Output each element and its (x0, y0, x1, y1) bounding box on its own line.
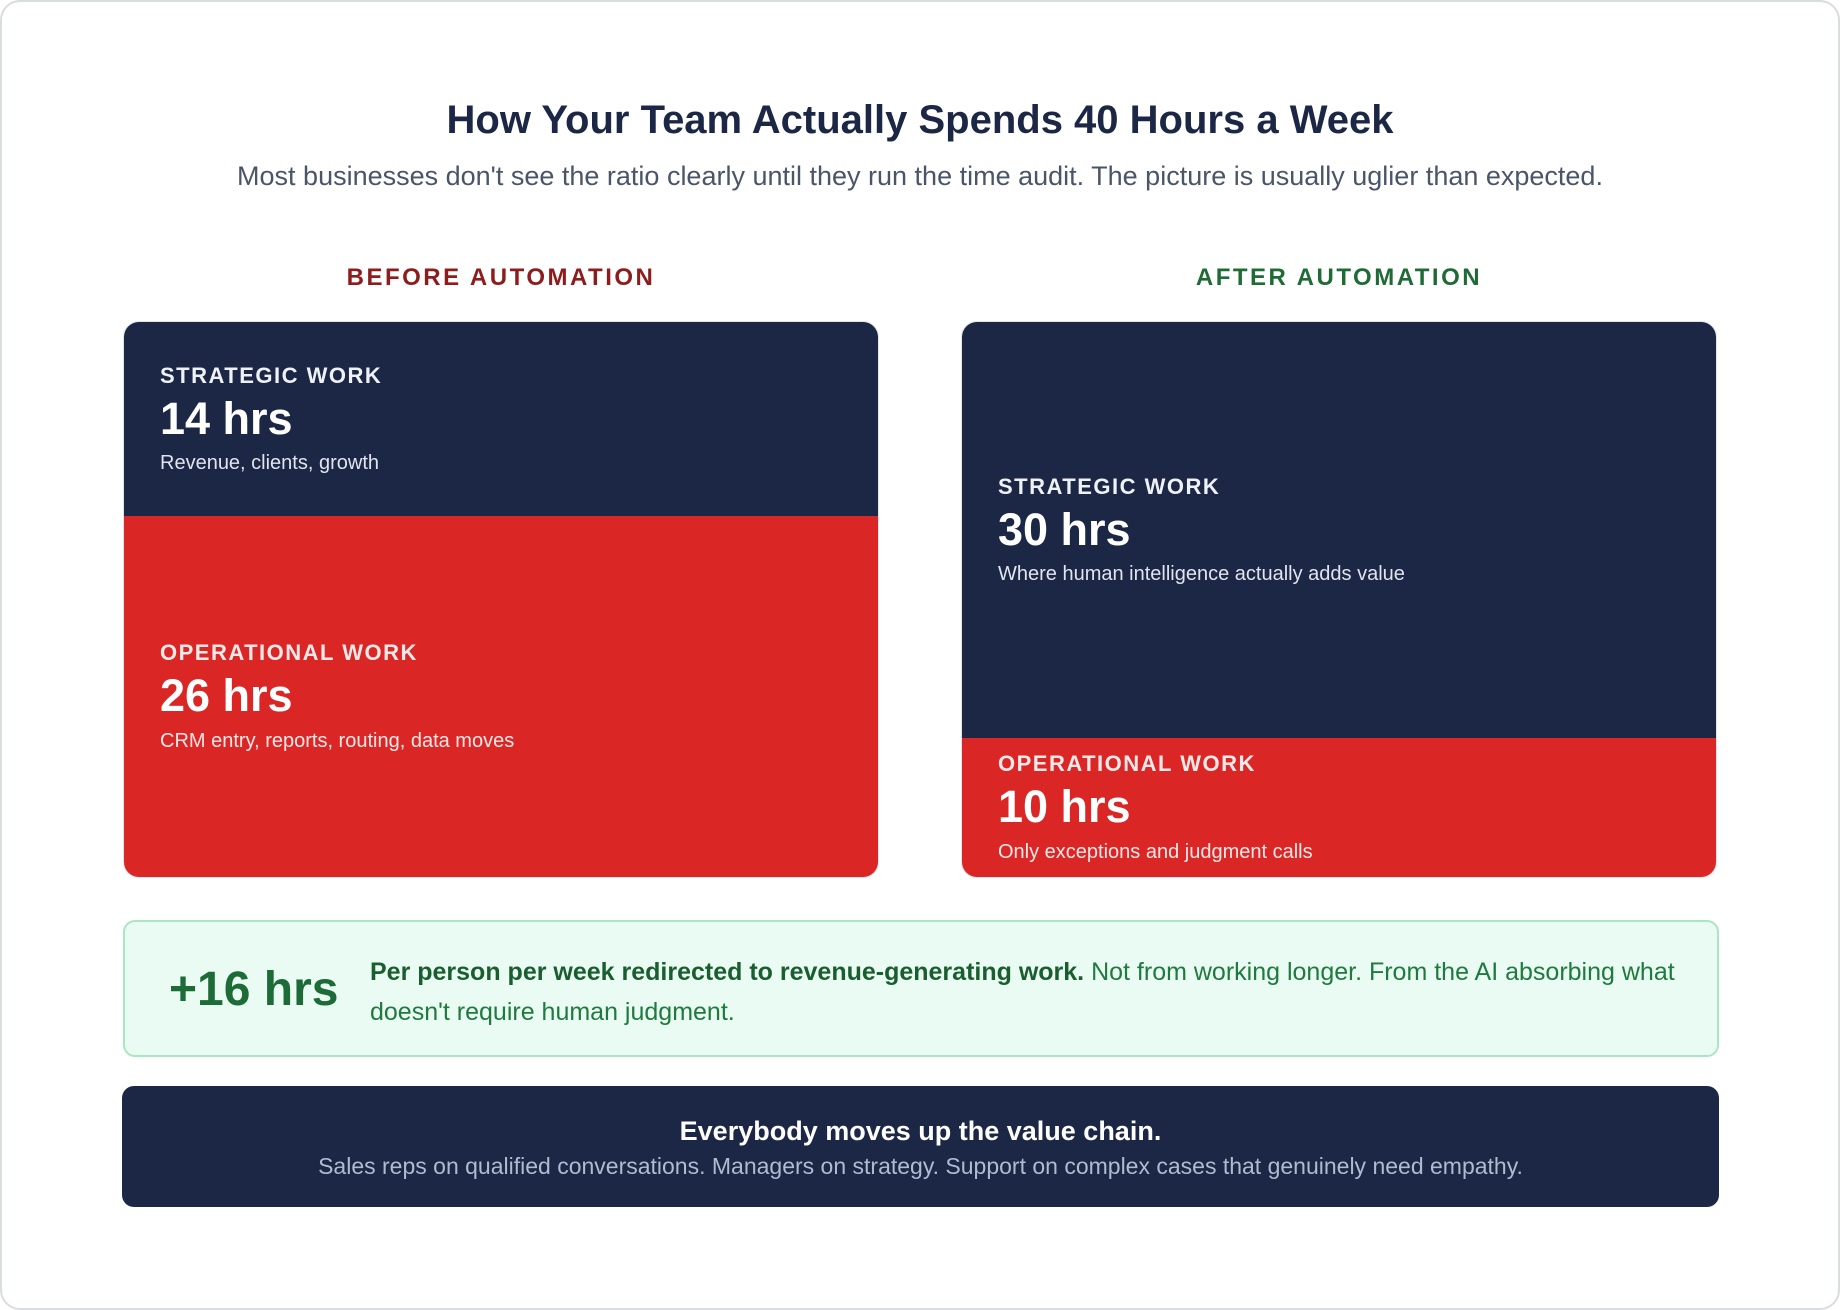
after-operational-description: Only exceptions and judgment calls (998, 840, 1313, 863)
chart-subtitle: Most businesses don't see the ratio clea… (237, 161, 1603, 191)
banner-subtitle: Sales reps on qualified conversations. M… (318, 1153, 1523, 1179)
after-strategic-label: STRATEGIC WORK (998, 473, 1221, 499)
before-automation-heading: BEFORE AUTOMATION (346, 264, 656, 291)
before-stacked-bar: STRATEGIC WORK 14 hrs Revenue, clients, … (123, 321, 879, 878)
after-strategic-segment: STRATEGIC WORK 30 hrs Where human intell… (962, 322, 1716, 738)
value-chain-banner: Everybody moves up the value chain. Sale… (122, 1086, 1719, 1207)
before-operational-label: OPERATIONAL WORK (160, 640, 418, 666)
hours-gained-text: Per person per week redirected to revenu… (370, 952, 1690, 1032)
after-strategic-hours: 30 hrs (998, 503, 1131, 555)
after-operational-hours: 10 hrs (998, 781, 1131, 833)
chart-title: How Your Team Actually Spends 40 Hours a… (446, 98, 1394, 142)
before-operational-description: CRM entry, reports, routing, data moves (160, 729, 515, 752)
hours-gained-bold-text: Per person per week redirected to revenu… (370, 958, 1085, 986)
before-strategic-description: Revenue, clients, growth (160, 452, 380, 475)
before-operational-segment: OPERATIONAL WORK 26 hrs CRM entry, repor… (124, 516, 878, 877)
after-strategic-description: Where human intelligence actually adds v… (998, 563, 1405, 586)
banner-title: Everybody moves up the value chain. (679, 1116, 1162, 1146)
after-operational-label: OPERATIONAL WORK (998, 751, 1256, 777)
before-operational-hours: 26 hrs (160, 670, 293, 722)
before-strategic-segment: STRATEGIC WORK 14 hrs Revenue, clients, … (124, 322, 878, 516)
hours-gained-callout: +16 hrs Per person per week redirected t… (123, 920, 1719, 1057)
after-automation-heading: AFTER AUTOMATION (1195, 264, 1483, 291)
hours-gained-value: +16 hrs (169, 963, 339, 1016)
hours-gained-rest-text: Not from working longer. From the AI abs… (370, 958, 1675, 1026)
before-strategic-hours: 14 hrs (160, 392, 293, 444)
before-strategic-label: STRATEGIC WORK (160, 362, 383, 388)
after-stacked-bar: STRATEGIC WORK 30 hrs Where human intell… (961, 321, 1717, 878)
after-operational-segment: OPERATIONAL WORK 10 hrs Only exceptions … (962, 738, 1716, 877)
